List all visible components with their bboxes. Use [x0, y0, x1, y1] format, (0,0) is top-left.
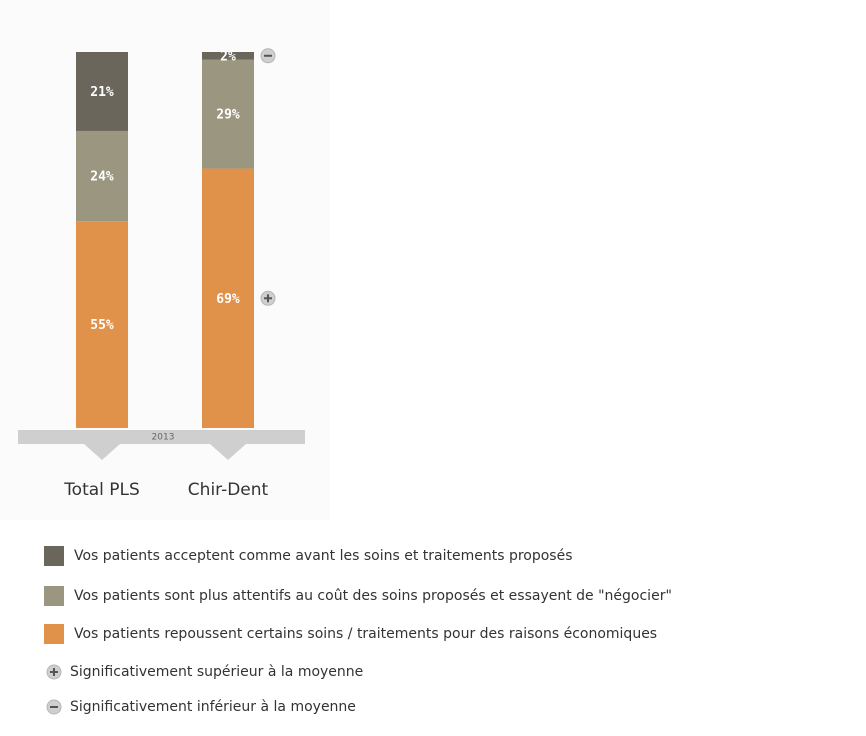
legend-label: Significativement inférieur à la moyenne [70, 699, 356, 715]
legend-label: Vos patients sont plus attentifs au coût… [74, 588, 672, 604]
value-label: 29% [216, 108, 240, 123]
x-tick-label: Total PLS [63, 480, 140, 500]
x-tick-label: Chir-Dent [188, 480, 269, 500]
value-label: 69% [216, 292, 240, 307]
bar-segment [76, 130, 128, 222]
bar-segment [76, 52, 128, 131]
bar-segment [202, 59, 254, 169]
legend-label: Significativement supérieur à la moyenne [70, 664, 363, 680]
bar-segment [202, 52, 254, 60]
bar-segment [76, 221, 128, 428]
period-band [18, 430, 305, 444]
value-label: 21% [90, 85, 114, 100]
legend-swatch [44, 624, 64, 644]
legend-swatch [44, 586, 64, 606]
period-label: 2013 [152, 433, 175, 443]
bar-segment [202, 168, 254, 428]
value-label: 24% [90, 170, 114, 185]
value-label: 2% [220, 49, 236, 64]
legend-label: Vos patients acceptent comme avant les s… [74, 548, 573, 564]
category-pointer [84, 444, 120, 460]
category-pointer [210, 444, 246, 460]
legend-label: Vos patients repoussent certains soins /… [74, 626, 657, 642]
value-label: 55% [90, 318, 114, 333]
legend-swatch [44, 546, 64, 566]
